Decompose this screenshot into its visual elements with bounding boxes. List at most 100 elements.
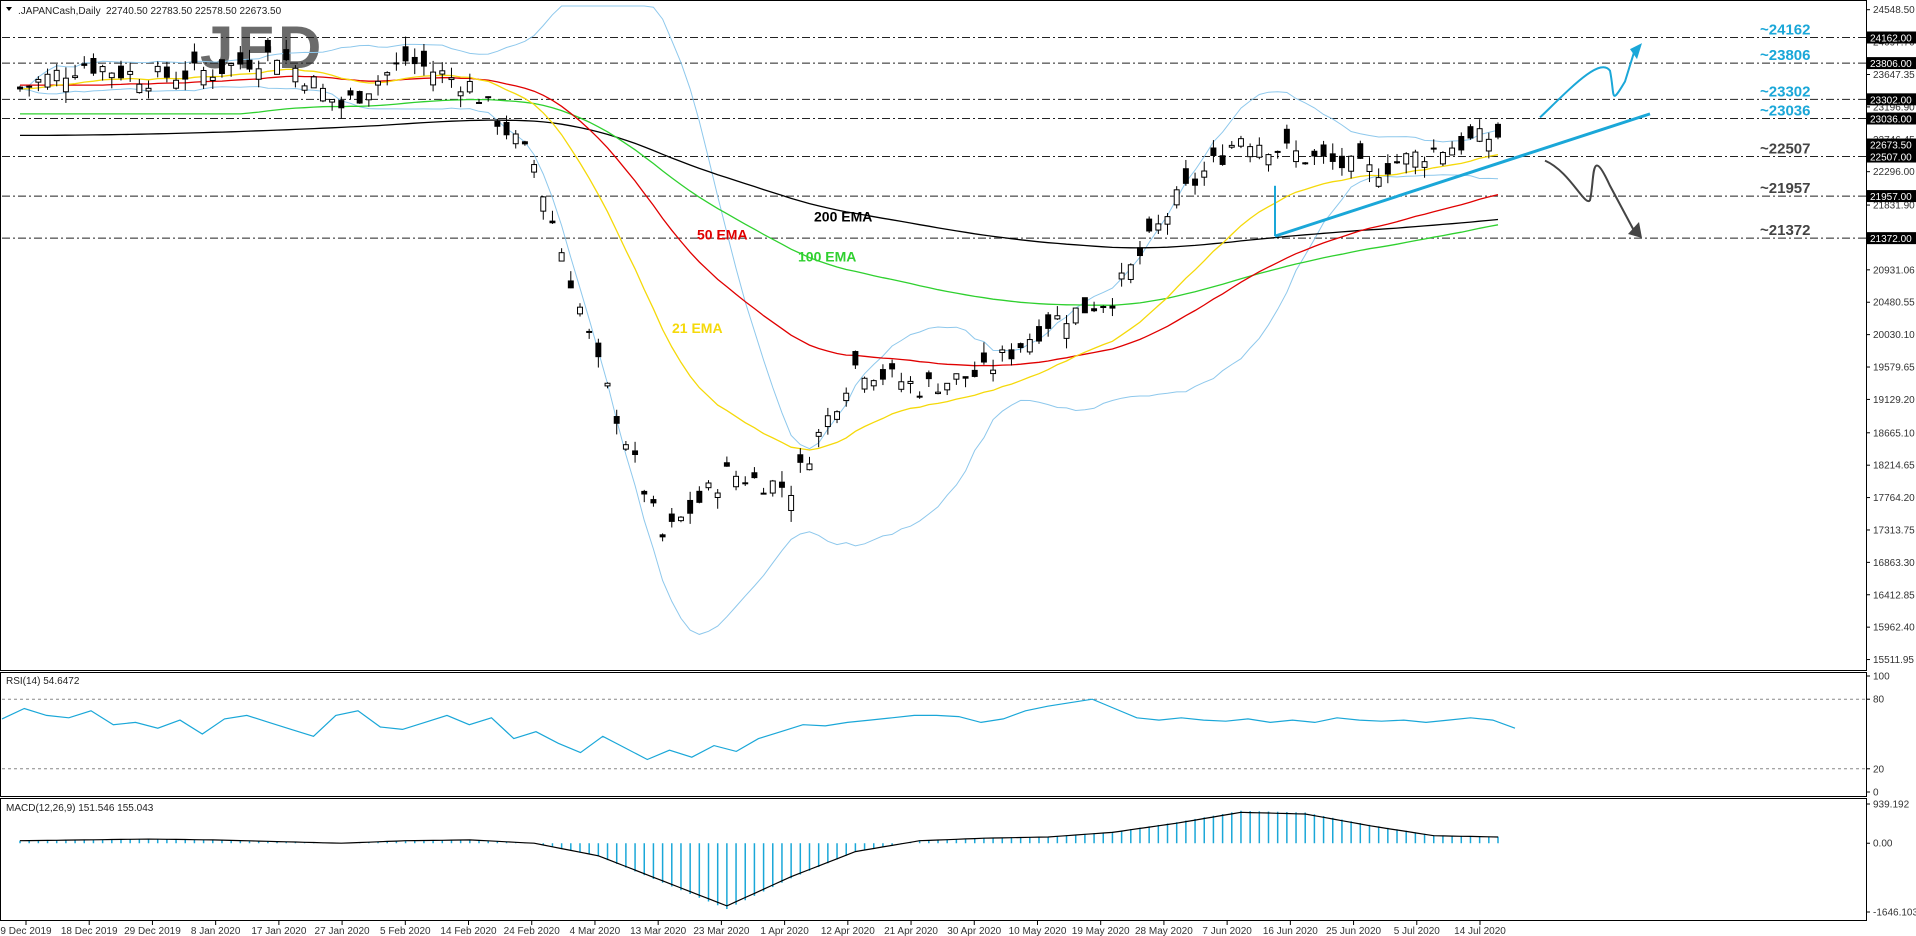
candle-body bbox=[1228, 144, 1235, 148]
candle-body bbox=[1192, 178, 1199, 186]
candle-body bbox=[53, 69, 60, 82]
candle-body bbox=[834, 411, 840, 420]
candle bbox=[797, 448, 804, 473]
candle bbox=[1017, 342, 1024, 353]
candle bbox=[1182, 159, 1189, 186]
candle bbox=[1173, 186, 1180, 209]
bullish-scenario-arrow bbox=[1539, 48, 1636, 119]
date-tick-label: 17 Jan 2020 bbox=[251, 926, 306, 936]
candle-body bbox=[1026, 339, 1033, 353]
price-tick-label: 24548.50 bbox=[1873, 5, 1915, 16]
candle bbox=[531, 159, 538, 178]
level-label: ~21372 bbox=[1760, 222, 1810, 239]
candle bbox=[604, 382, 611, 389]
candle-body bbox=[301, 85, 308, 91]
candle-body bbox=[1366, 164, 1373, 172]
candle bbox=[1201, 161, 1208, 186]
candle bbox=[1063, 315, 1070, 349]
level-price-box-label: 23302.00 bbox=[1870, 95, 1912, 106]
macd-tick-label: -1646.103 bbox=[1873, 908, 1916, 919]
macd-pane-frame bbox=[0, 798, 1867, 921]
candle bbox=[1293, 140, 1300, 168]
bollinger-upper-band bbox=[19, 5, 1499, 450]
candle-body bbox=[1091, 308, 1098, 312]
candle bbox=[815, 428, 822, 448]
candle-body bbox=[347, 90, 354, 96]
candle-body bbox=[1182, 168, 1189, 184]
candle-body bbox=[990, 369, 997, 375]
candle bbox=[889, 359, 896, 378]
price-tick-label: 23196.90 bbox=[1873, 102, 1915, 113]
candle-body bbox=[788, 494, 795, 511]
candle bbox=[879, 364, 886, 386]
candle-body bbox=[283, 49, 290, 61]
candle bbox=[1256, 137, 1263, 160]
candle bbox=[476, 98, 482, 104]
candle bbox=[1485, 132, 1492, 159]
candle bbox=[1155, 214, 1162, 234]
date-tick-label: 1 Apr 2020 bbox=[760, 926, 809, 936]
candle-body bbox=[604, 382, 611, 387]
candle bbox=[1100, 305, 1107, 313]
candle-body bbox=[17, 86, 23, 90]
candle-body bbox=[925, 372, 932, 380]
candle-body bbox=[1164, 216, 1171, 225]
candle bbox=[494, 118, 501, 135]
candle bbox=[778, 471, 785, 498]
chart-header: .JAPANCash,Daily 22740.50 22783.50 22578… bbox=[6, 6, 282, 17]
candle bbox=[420, 43, 427, 76]
price-tick-label: 21831.90 bbox=[1873, 201, 1915, 212]
candle-body bbox=[999, 349, 1006, 354]
candle-body bbox=[26, 85, 33, 88]
candle bbox=[90, 53, 97, 76]
candle bbox=[632, 441, 639, 463]
candle-body bbox=[632, 450, 639, 456]
candle-body bbox=[1403, 153, 1410, 165]
collapse-triangle-icon[interactable] bbox=[6, 7, 12, 11]
date-tick-label: 14 Feb 2020 bbox=[440, 926, 497, 936]
candle bbox=[17, 85, 23, 92]
candle bbox=[1357, 140, 1364, 160]
date-tick-label: 23 Mar 2020 bbox=[693, 926, 750, 936]
candle bbox=[53, 63, 60, 87]
candle-body bbox=[145, 87, 152, 92]
candle bbox=[1348, 155, 1355, 179]
ema-label: 21 EMA bbox=[672, 320, 723, 336]
candle-body bbox=[742, 482, 749, 485]
candle bbox=[861, 376, 868, 393]
candle bbox=[329, 98, 336, 111]
candle-body bbox=[1421, 161, 1428, 168]
candle-body bbox=[191, 51, 198, 64]
ema-lines bbox=[19, 68, 1499, 451]
candle bbox=[255, 60, 262, 88]
candle-body bbox=[310, 76, 317, 89]
level-price-box-label: 24162.00 bbox=[1870, 33, 1912, 44]
candle bbox=[990, 359, 997, 382]
candle bbox=[999, 345, 1006, 362]
candle-body bbox=[1384, 163, 1391, 175]
candle bbox=[1164, 213, 1171, 235]
candle bbox=[788, 485, 795, 522]
candle-body bbox=[1045, 314, 1052, 329]
date-tick-label: 8 Jan 2020 bbox=[191, 926, 241, 936]
rsi-title: RSI(14) 54.6472 bbox=[6, 676, 80, 687]
candle bbox=[760, 487, 767, 495]
candle-body bbox=[806, 463, 813, 471]
date-tick-label: 21 Apr 2020 bbox=[884, 926, 938, 936]
price-tick-label: 19579.65 bbox=[1873, 363, 1915, 374]
candle bbox=[834, 410, 840, 424]
candle-body bbox=[365, 93, 372, 101]
candle-body bbox=[549, 220, 556, 224]
date-tick-label: 24 Feb 2020 bbox=[504, 926, 561, 936]
candle bbox=[935, 383, 941, 395]
level-price-box-label: 23806.00 bbox=[1870, 59, 1912, 70]
candle-body bbox=[567, 280, 574, 289]
level-label: ~23302 bbox=[1760, 83, 1810, 100]
candle bbox=[1026, 333, 1033, 355]
candle-body bbox=[81, 63, 88, 66]
candle bbox=[953, 373, 960, 385]
candle bbox=[751, 467, 758, 479]
level-price-box bbox=[1866, 93, 1916, 106]
candle bbox=[1036, 319, 1042, 344]
candle-body bbox=[1293, 150, 1300, 163]
